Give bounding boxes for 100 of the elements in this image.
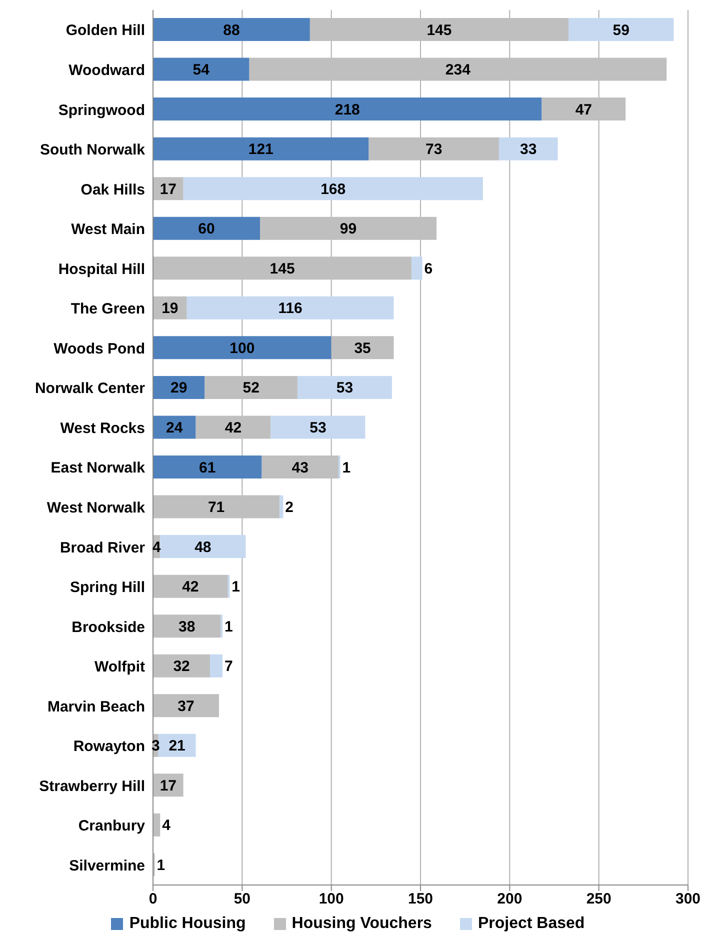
data-label: 61 — [199, 459, 216, 476]
x-tick-label: 250 — [586, 890, 612, 908]
data-label: 42 — [224, 419, 242, 436]
bar — [153, 58, 250, 81]
bar — [542, 98, 626, 121]
bar — [260, 216, 437, 240]
data-label: 54 — [192, 62, 210, 79]
data-label: 59 — [612, 22, 630, 39]
data-label: 6 — [424, 260, 433, 278]
bar — [160, 535, 246, 558]
y-tick-label: Hospital Hill — [58, 260, 145, 278]
data-label: 42 — [182, 578, 199, 596]
x-tick-label: 100 — [318, 890, 344, 908]
data-label: 29 — [170, 380, 188, 397]
y-tick-label: East Norwalk — [50, 460, 146, 477]
data-label: 2 — [285, 499, 294, 516]
data-label: 32 — [173, 658, 190, 676]
data-label: 47 — [575, 101, 592, 118]
bar — [153, 256, 412, 280]
bar — [153, 694, 219, 718]
x-tick-label: 200 — [497, 890, 522, 908]
bar — [153, 614, 221, 638]
data-label: 4 — [162, 817, 172, 834]
bar — [186, 296, 394, 320]
bar — [153, 456, 262, 478]
data-label: 100 — [230, 340, 255, 357]
y-tick-label: Norwalk Center — [34, 380, 146, 398]
bar — [183, 177, 483, 200]
bar — [368, 137, 499, 160]
y-tick-label: The Green — [70, 300, 145, 318]
data-label: 1 — [224, 618, 233, 636]
data-label: 21 — [168, 738, 186, 755]
data-label: 145 — [426, 22, 452, 39]
bar — [153, 98, 542, 121]
data-label: 33 — [520, 141, 537, 158]
data-label: 17 — [160, 777, 176, 794]
data-label: 38 — [178, 618, 196, 636]
y-tick-label: West Norwalk — [46, 499, 146, 516]
x-tick-label: 300 — [675, 890, 701, 908]
y-tick-label: West Main — [71, 221, 145, 238]
legend-label: Public Housing — [128, 915, 246, 933]
y-tick-label: Woods Pond — [54, 340, 145, 358]
bar — [310, 18, 569, 41]
data-label: 88 — [223, 22, 240, 39]
y-tick-label: Rowayton — [73, 738, 145, 756]
bar — [153, 495, 280, 518]
y-tick-label: South Norwalk — [40, 142, 146, 159]
y-tick-label: Woodward — [68, 62, 145, 79]
data-label: 99 — [340, 220, 357, 238]
bar — [153, 137, 369, 160]
data-label: 145 — [270, 260, 295, 278]
bar — [153, 654, 210, 678]
data-label: 43 — [292, 459, 308, 476]
data-label: 4 — [152, 538, 162, 556]
y-tick-label: Wolfpit — [94, 658, 145, 676]
y-tick-label: Spring Hill — [70, 579, 145, 596]
bar — [270, 416, 366, 439]
data-label: 218 — [334, 101, 360, 118]
y-tick-label: Brookside — [72, 618, 145, 636]
bar — [568, 18, 674, 41]
data-label: 17 — [160, 180, 176, 198]
y-tick-label: Silvermine — [69, 857, 145, 874]
data-label: 116 — [278, 300, 302, 318]
data-label: 121 — [248, 141, 274, 158]
bar — [331, 336, 394, 360]
y-tick-label: Cranbury — [78, 818, 146, 835]
bar — [280, 495, 284, 518]
y-tick-label: Golden Hill — [66, 22, 145, 40]
bar — [262, 456, 338, 478]
data-label: 71 — [208, 499, 225, 516]
data-label: 234 — [445, 62, 472, 79]
legend-label: Housing Vouchers — [290, 915, 432, 933]
bar — [412, 256, 422, 280]
data-label: 53 — [336, 380, 354, 397]
bar — [498, 137, 558, 160]
bar — [249, 58, 667, 81]
x-tick-label: 150 — [408, 890, 434, 908]
data-label: 73 — [426, 141, 442, 158]
data-label: 1 — [232, 578, 240, 596]
bar — [204, 376, 298, 399]
y-tick-label: Oak Hills — [80, 181, 145, 198]
legend-label: Project Based — [476, 915, 585, 933]
data-label: 1 — [156, 856, 166, 874]
y-tick-label: Marvin Beach — [47, 698, 145, 716]
data-label: 37 — [178, 698, 194, 715]
bar — [153, 336, 332, 360]
bar — [153, 813, 160, 836]
x-tick-label: 50 — [234, 890, 251, 908]
data-label: 52 — [242, 380, 260, 397]
bar — [297, 376, 392, 399]
data-label: 53 — [310, 419, 326, 436]
bar — [153, 216, 260, 240]
data-label: 24 — [166, 419, 184, 436]
data-label: 35 — [354, 340, 371, 357]
bar — [153, 574, 228, 598]
data-label: 1 — [342, 459, 351, 476]
data-label: 60 — [198, 220, 215, 238]
y-tick-label: West Rocks — [60, 420, 145, 437]
data-label: 168 — [320, 180, 346, 198]
data-label: 7 — [224, 658, 233, 676]
